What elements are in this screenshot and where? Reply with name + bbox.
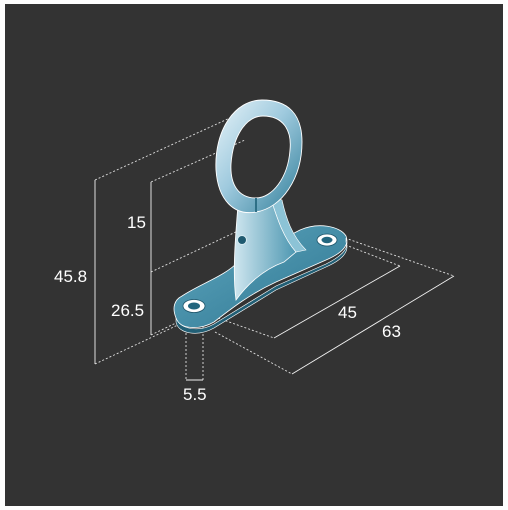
base-plate-edge [175, 237, 348, 334]
bracket-neck-side [269, 195, 307, 253]
dim-base-height: 26.5 [111, 301, 144, 320]
mounting-hole-left-inner [188, 302, 200, 310]
dim-hole-diameter: 5.5 [183, 385, 207, 404]
technical-drawing: 45.8 15 26.5 5.5 45 63 [54, 99, 455, 404]
dim-total-height: 45.8 [54, 267, 87, 286]
dim-ring-height: 15 [127, 213, 146, 232]
bracket-part [173, 99, 348, 334]
dimension-lines [94, 180, 455, 381]
dim-base-length: 63 [382, 322, 401, 341]
dim-hole-spacing: 45 [338, 303, 357, 322]
dimension-labels: 45.8 15 26.5 5.5 45 63 [54, 213, 401, 404]
mounting-hole-right-inner [321, 236, 333, 244]
drawing-canvas: 45.8 15 26.5 5.5 45 63 [5, 4, 503, 506]
bracket-ring [215, 99, 303, 214]
set-screw-hole [237, 235, 247, 245]
